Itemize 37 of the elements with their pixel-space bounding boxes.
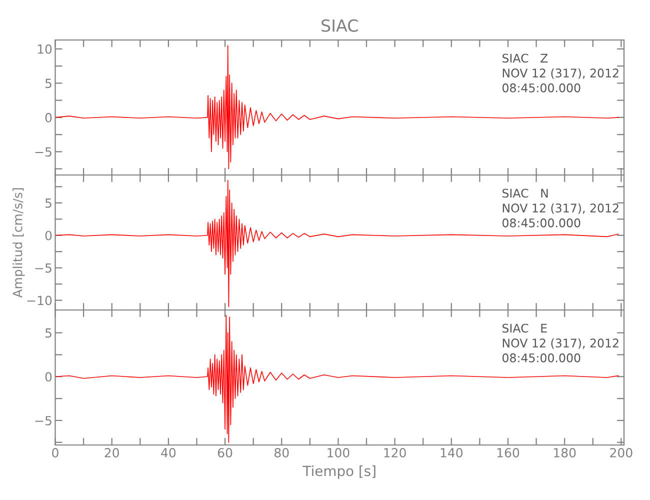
x-axis-title: Tiempo [s] [302,465,376,479]
x-tick-label: 140 [440,448,462,458]
x-tick-label: 0 [52,448,58,458]
y-tick-label: 0 [45,372,52,382]
annotation: 08:45:00.000 [502,218,580,228]
y-tick-label: 5 [45,198,52,208]
x-tick-label: 40 [161,448,176,458]
y-tick-label: −10 [27,296,52,306]
annotation: 08:45:00.000 [502,353,580,362]
y-tick-label: −5 [35,147,52,157]
annotation: SIAC N [502,188,548,198]
y-tick-label: 5 [45,78,52,88]
x-tick-label: 80 [274,448,289,458]
annotation: NOV 12 (317), 2012 [502,338,618,349]
line-series [55,314,619,443]
chart-title: SIAC [322,19,358,32]
line-series [55,180,619,308]
annotation: NOV 12 (317), 2012 [502,203,618,214]
annotation: SIAC E [502,324,547,333]
y-tick-label: 5 [45,328,52,338]
x-tick-label: 200 [610,448,632,458]
x-tick-label: 120 [384,448,406,458]
x-tick-label: 20 [104,448,119,458]
y-tick-label: 10 [38,44,52,54]
y-axis-title: Amplitud [cm/s/s] [12,188,25,298]
line-series [55,45,619,170]
y-tick-label: −5 [35,263,52,273]
annotation: NOV 12 (317), 2012 [502,68,618,79]
x-tick-label: 160 [497,448,520,458]
x-tick-label: 100 [328,448,350,458]
annotation: 08:45:00.000 [502,83,580,92]
x-tick-label: 180 [554,448,576,458]
annotation: SIAC Z [502,54,548,63]
y-tick-label: −5 [35,416,52,426]
y-tick-label: 0 [45,230,52,240]
y-tick-label: 0 [45,112,52,122]
x-tick-label: 60 [218,448,232,458]
